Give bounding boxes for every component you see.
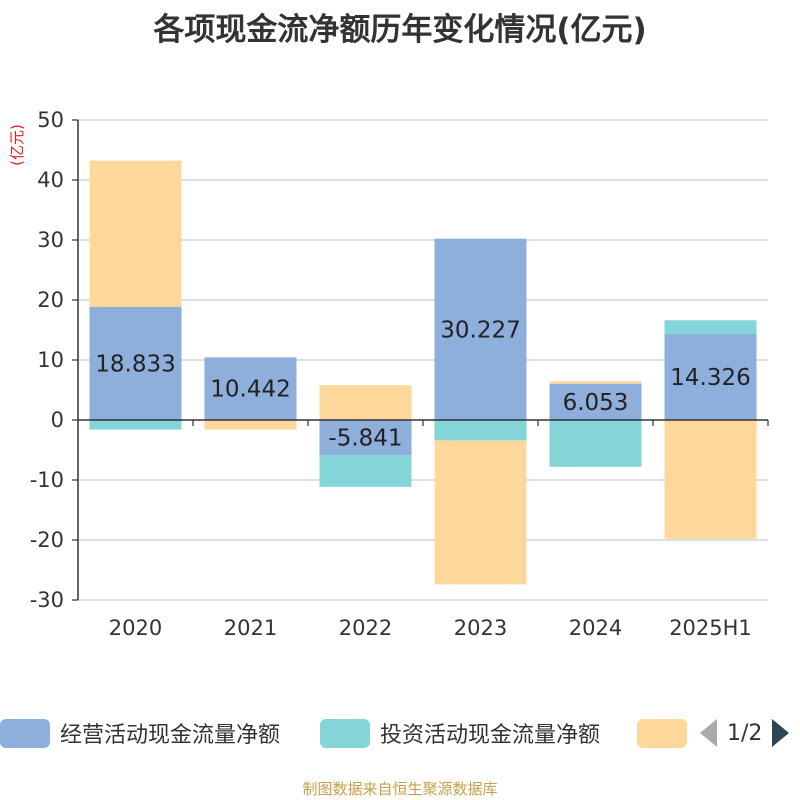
data-label-operating-2020: 18.833	[95, 352, 175, 378]
axis-origin	[78, 420, 84, 426]
y-tick-label: -30	[30, 588, 64, 612]
bar-2-2024[interactable]	[549, 420, 642, 467]
legend-next-page-icon[interactable]	[772, 719, 790, 747]
legend-pager: 1/2	[700, 718, 790, 748]
data-label-operating-2023: 30.227	[440, 317, 520, 343]
bar-1-2024[interactable]	[549, 383, 642, 420]
legend-swatch-operating	[0, 718, 50, 748]
x-tick-label-2023: 2023	[454, 616, 507, 640]
bar-1-2022[interactable]	[319, 420, 412, 456]
x-tick-label-2024: 2024	[569, 616, 622, 640]
bar-2-2023[interactable]	[434, 420, 527, 441]
y-tick-label: 0	[51, 408, 64, 432]
data-label-operating-2024: 6.053	[563, 390, 629, 416]
y-tick-label: 50	[37, 108, 64, 132]
legend-swatch-investing	[320, 718, 370, 748]
legend-label-investing: 投资活动现金流量净额	[380, 723, 601, 748]
bar-1-2023[interactable]	[434, 238, 527, 420]
x-tick-label-2025H1: 2025H1	[669, 616, 752, 640]
bar-3-2025H1[interactable]	[664, 420, 757, 539]
legend-page-indicator: 1/2	[727, 720, 763, 746]
y-tick-label: -10	[30, 468, 64, 492]
legend-swatch-financing	[637, 718, 687, 748]
y-tick-label: 40	[37, 168, 64, 192]
bar-3-2021[interactable]	[204, 420, 297, 430]
bar-2-2022[interactable]	[319, 455, 412, 487]
chart-plot: 50 40 30 20 10 0 -10 -20 -30 2020 2021 2022 2023 2024…	[8, 108, 769, 640]
y-tick-label: 20	[37, 288, 64, 312]
bar-3-2023[interactable]	[434, 440, 527, 585]
data-label-operating-2025H1: 14.326	[670, 365, 750, 391]
x-tick-label-2022: 2022	[339, 616, 392, 640]
y-tick-label: 30	[37, 228, 64, 252]
source-note: 制图数据来自恒生聚源数据库	[302, 780, 498, 798]
x-tick-label-2020: 2020	[109, 616, 162, 640]
bar-3-2024[interactable]	[549, 381, 642, 384]
bar-2-2020[interactable]	[89, 420, 182, 430]
legend-item-operating[interactable]: 经营活动现金流量净额	[0, 718, 280, 748]
y-axis-unit-label: (亿元)	[8, 124, 26, 166]
bar-1-2021[interactable]	[204, 357, 297, 420]
x-tick-label-2021: 2021	[224, 616, 277, 640]
bar-3-2020[interactable]	[89, 160, 182, 308]
bar-1-2020[interactable]	[89, 307, 182, 420]
y-tick-label: -20	[30, 528, 64, 552]
bar-3-2022[interactable]	[319, 385, 412, 420]
legend-label-operating: 经营活动现金流量净额	[60, 723, 281, 748]
bar-1-2025H1[interactable]	[664, 334, 757, 420]
legend: 经营活动现金流量净额 投资活动现金流量净额 1/2	[0, 712, 800, 756]
bar-2-2025H1[interactable]	[664, 320, 757, 335]
legend-item-investing[interactable]: 投资活动现金流量净额	[320, 718, 600, 748]
legend-item-financing[interactable]	[637, 718, 687, 748]
chart-title: 各项现金流净额历年变化情况(亿元)	[153, 12, 647, 48]
y-tick-label: 10	[37, 348, 64, 372]
legend-prev-page-icon[interactable]	[700, 719, 717, 747]
data-label-operating-2021: 10.442	[210, 377, 290, 403]
data-label-operating-2022: -5.841	[328, 426, 402, 452]
